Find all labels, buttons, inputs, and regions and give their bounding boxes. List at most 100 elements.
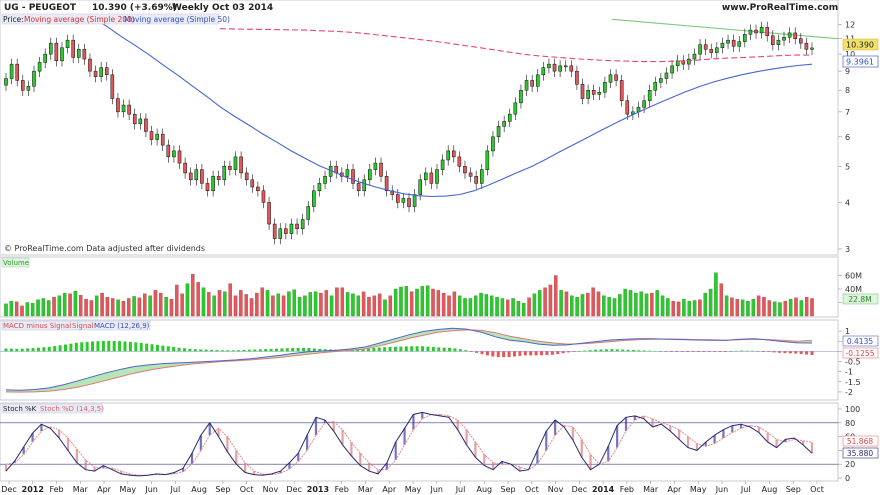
candle-body (804, 42, 809, 50)
candle-body (586, 89, 590, 99)
macd-histogram-bar (307, 348, 311, 352)
x-tick-label: Mar (358, 485, 374, 494)
candle-body (642, 100, 646, 108)
ma50-line (80, 17, 813, 198)
legend-macd-hist[interactable]: MACD minus Signal (3, 322, 71, 330)
candle-body (653, 82, 658, 91)
volume-bar (756, 295, 761, 317)
macd-histogram-bar (139, 342, 143, 352)
stochastic-panel[interactable] (0, 402, 839, 482)
x-tick-label: Dec (572, 485, 587, 494)
volume-bar (644, 293, 649, 317)
candle-body (351, 169, 355, 184)
candle-body (289, 223, 294, 234)
volume-bar (303, 295, 307, 317)
candle-body (619, 80, 624, 101)
macd-histogram-bar (626, 349, 630, 352)
volume-bar (287, 291, 291, 317)
stoch-tick-label: 100 (845, 405, 860, 414)
x-tick-label: Apr (97, 485, 112, 494)
volume-bar (249, 298, 254, 317)
macd-histogram-bar (696, 351, 700, 352)
macd-histogram-bar (794, 351, 798, 354)
volume-bar (127, 298, 131, 317)
macd-histogram-bar (810, 351, 814, 355)
candle-body (256, 186, 260, 191)
macd-histogram-bar (220, 350, 224, 352)
volume-bar (207, 292, 211, 317)
macd-histogram-bar (128, 341, 132, 352)
volume-bar (682, 298, 686, 317)
macd-histogram-bar (58, 345, 62, 352)
macd-histogram-bar (496, 351, 500, 358)
macd-histogram-bar (31, 348, 35, 352)
volume-bar (14, 301, 19, 317)
candle-body (93, 70, 98, 77)
legend-macd[interactable]: MACD (12,26,9) (94, 322, 150, 330)
legend-signal[interactable]: Signal (72, 322, 94, 330)
volume-bar (452, 291, 457, 317)
macd-histogram-bar (750, 350, 754, 352)
volume-bar (345, 292, 350, 317)
volume-bar (511, 298, 515, 317)
macd-histogram-bar (188, 348, 192, 352)
x-tick-label: Jun (430, 485, 444, 494)
brand-url[interactable]: www.ProRealTime.com (722, 3, 838, 13)
candle-body (687, 58, 691, 65)
legend-stoch-d[interactable]: Stoch %D (14,3,5) (40, 405, 104, 413)
volume-bar (244, 294, 248, 317)
volume-bar (436, 290, 441, 317)
volume-bar (9, 300, 14, 317)
legend-stoch-k[interactable]: Stoch %K (3, 405, 37, 413)
volume-bar (276, 293, 280, 317)
legend-ma50[interactable]: Moving average (Simple 50) (124, 15, 230, 24)
axes-labels: 345678910111260M40M10.50-0.5-1-1.5-21008… (1, 21, 862, 494)
candle-body (166, 144, 171, 158)
macd-histogram-bar (231, 350, 235, 352)
price-tick-label: 8 (845, 86, 850, 95)
macd-histogram-bar (734, 350, 738, 352)
macd-histogram-bar (269, 348, 273, 352)
candle-body (597, 92, 602, 95)
candle-body (726, 39, 730, 44)
macd-tick-label: -2 (845, 388, 853, 397)
macd-histogram-bar (172, 346, 176, 352)
candle-body (104, 67, 109, 76)
candle-body (424, 172, 428, 181)
candle-body (200, 169, 204, 184)
macd-histogram-bar (112, 341, 116, 352)
volume-bar (484, 294, 489, 317)
macd-histogram-bar (561, 351, 565, 354)
legend-ma200[interactable]: Moving average (Simple 200) (24, 15, 135, 24)
candle-body (177, 150, 182, 164)
macd-histogram-bar (383, 347, 387, 352)
x-tick-label: Dec (286, 485, 301, 494)
x-tick-label: Mar (643, 485, 659, 494)
x-tick-label: Sep (215, 485, 230, 494)
macd-histogram-bar (69, 343, 73, 352)
candle-body (720, 42, 725, 49)
macd-histogram-bar (567, 351, 571, 353)
legend-volume[interactable]: Volume (3, 259, 29, 267)
candle-body (155, 133, 159, 140)
macd-histogram-bar (280, 348, 284, 352)
candle-body (267, 202, 271, 225)
volume-bar (196, 282, 200, 317)
price-panel[interactable] (0, 0, 839, 256)
candle-body (4, 78, 8, 86)
volume-bar (751, 298, 756, 317)
macd-histogram-bar (631, 350, 635, 352)
macd-histogram-bar (761, 351, 765, 352)
macd-histogram-bar (502, 351, 506, 358)
volume-bar (201, 287, 206, 317)
volume-bar (532, 293, 537, 317)
volume-bar (239, 290, 243, 317)
volume-bar (698, 299, 702, 317)
quote-date: Oct 03 2014 (212, 3, 273, 13)
macd-histogram-bar (431, 347, 435, 352)
candle-body (446, 150, 450, 161)
volume-bar (687, 300, 691, 317)
volume-bar (223, 291, 227, 317)
volume-bar (404, 286, 409, 317)
last-price-badge: 10.390 (846, 41, 874, 50)
